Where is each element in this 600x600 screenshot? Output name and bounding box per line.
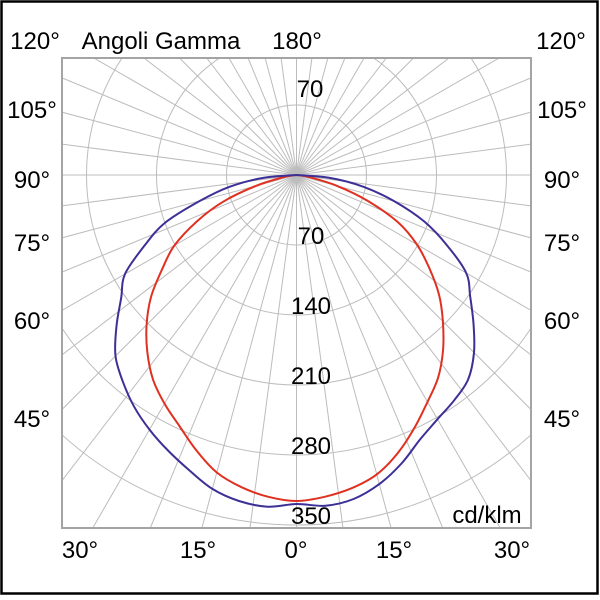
angle-gridline bbox=[296, 59, 329, 176]
angle-tick-label: 30° bbox=[493, 537, 531, 564]
angle-gridline bbox=[63, 174, 297, 355]
angle-gridline bbox=[63, 111, 297, 176]
angle-gridline bbox=[63, 174, 297, 207]
angle-gridline bbox=[296, 59, 365, 176]
angle-tick-180-top: 180° bbox=[272, 28, 322, 55]
angle-tick-label: 75° bbox=[543, 230, 581, 257]
angle-gridline bbox=[296, 111, 530, 176]
ring-gridline bbox=[156, 59, 437, 316]
angle-gridline bbox=[296, 59, 346, 176]
angle-gridline bbox=[63, 174, 297, 311]
angle-gridline bbox=[179, 59, 297, 176]
angle-gridline bbox=[228, 59, 297, 176]
angle-gridline bbox=[296, 174, 530, 355]
angle-gridline bbox=[296, 77, 530, 176]
ring-value-label: 140 bbox=[290, 293, 332, 320]
ring-gridline bbox=[63, 328, 530, 456]
angle-gridline bbox=[264, 59, 297, 176]
angle-gridline bbox=[296, 174, 530, 410]
unit-label: cd/klm bbox=[452, 502, 522, 529]
angle-tick-label: 60° bbox=[543, 308, 581, 335]
angle-gridline bbox=[296, 59, 414, 176]
angle-tick-120-top-right: 120° bbox=[536, 28, 586, 55]
angle-tick-label: 75° bbox=[13, 230, 51, 257]
angle-gridline bbox=[296, 174, 530, 207]
angle-gridline bbox=[280, 59, 297, 176]
angle-gridline bbox=[63, 174, 297, 273]
angle-gridline bbox=[63, 174, 297, 239]
blue-curve-path bbox=[114, 174, 476, 508]
angle-gridline bbox=[296, 174, 530, 273]
angle-tick-label: 90° bbox=[13, 167, 51, 194]
angle-tick-label: 60° bbox=[13, 308, 51, 335]
chart-title: Angoli Gamma bbox=[81, 28, 241, 55]
angle-gridline bbox=[247, 59, 297, 176]
angle-gridline bbox=[63, 143, 297, 176]
intensity-curves bbox=[114, 173, 476, 508]
ring-gridline bbox=[63, 434, 530, 526]
angle-gridline bbox=[296, 174, 530, 239]
ring-gridline bbox=[226, 104, 367, 246]
ring-gridline bbox=[86, 59, 507, 386]
angle-gridline bbox=[249, 174, 297, 527]
ring-value-label: 70 bbox=[297, 223, 325, 250]
red-curve-path bbox=[145, 173, 445, 502]
angle-gridline bbox=[63, 77, 297, 176]
angle-tick-label: 45° bbox=[543, 406, 581, 433]
ring-value-label: 210 bbox=[290, 363, 332, 390]
angle-tick-label: 90° bbox=[543, 167, 581, 194]
angle-tick-label: 45° bbox=[13, 406, 51, 433]
angle-tick-label: 105° bbox=[7, 97, 57, 124]
angle-gridline bbox=[63, 174, 297, 410]
angle-gridline bbox=[296, 59, 313, 176]
ring-label-70-upper: 70 bbox=[296, 76, 324, 103]
ring-value-label: 280 bbox=[290, 433, 332, 460]
angle-gridline bbox=[296, 59, 499, 176]
angle-gridline bbox=[296, 174, 530, 311]
angle-gridline bbox=[94, 59, 297, 176]
angle-gridline bbox=[296, 59, 387, 176]
ring-value-label: 350 bbox=[290, 503, 332, 530]
angle-gridline bbox=[296, 143, 530, 176]
angle-tick-label: 15° bbox=[375, 537, 413, 564]
angle-tick-label: 0° bbox=[284, 537, 308, 564]
angle-tick-120-top-left: 120° bbox=[10, 28, 60, 55]
angle-gridline bbox=[206, 59, 297, 176]
angle-tick-label: 30° bbox=[61, 537, 99, 564]
angle-gridline bbox=[296, 59, 449, 176]
angle-tick-label: 105° bbox=[537, 97, 587, 124]
angle-tick-label: 15° bbox=[179, 537, 217, 564]
angle-gridline bbox=[144, 59, 297, 176]
plot-border bbox=[61, 57, 532, 529]
